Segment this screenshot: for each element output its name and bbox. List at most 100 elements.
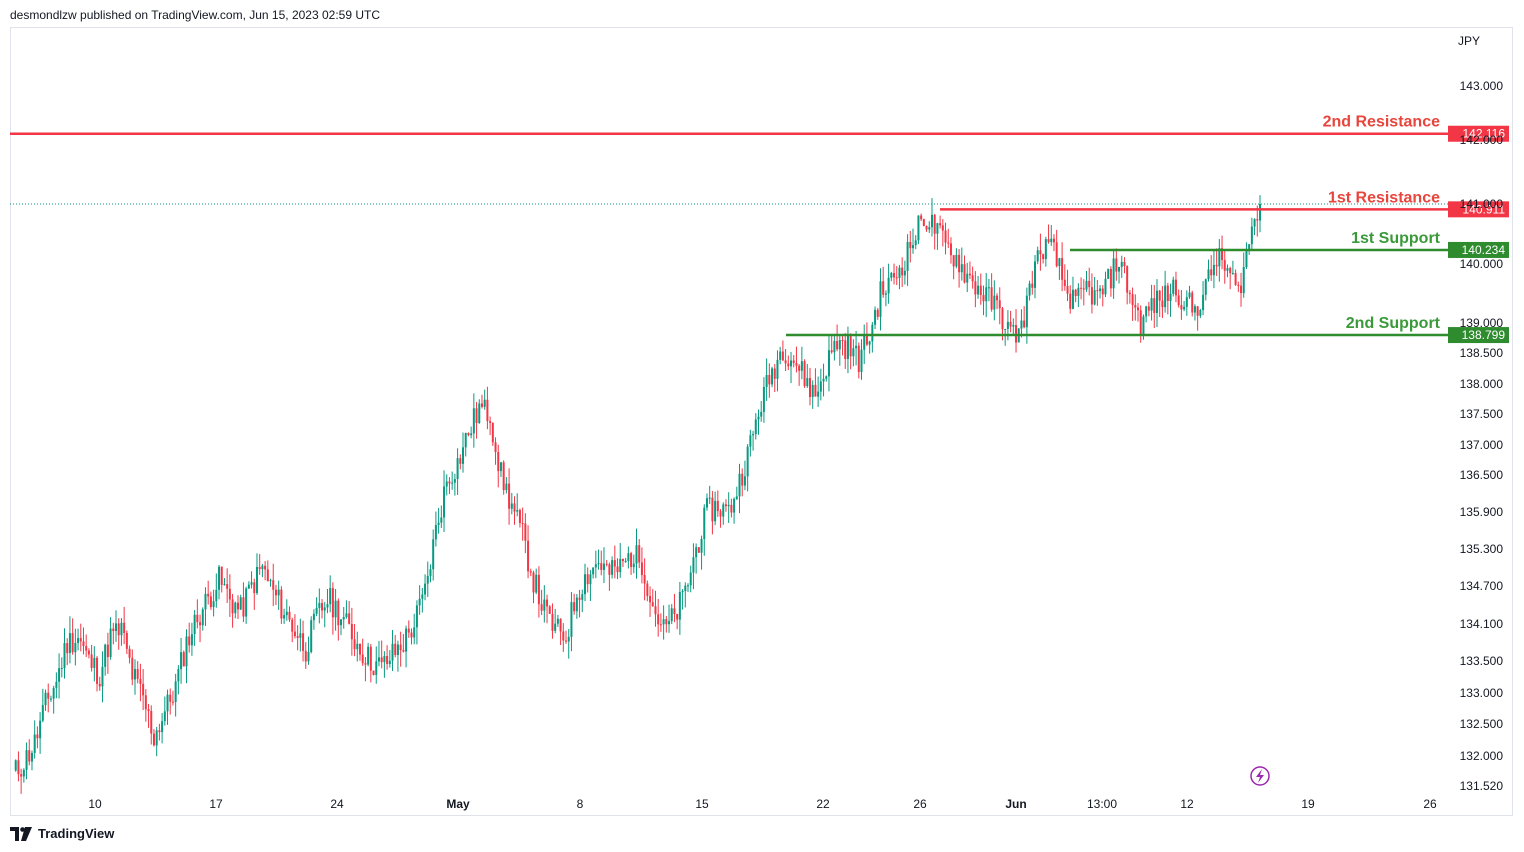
candle [1080, 277, 1083, 300]
candle [548, 605, 551, 614]
candle [936, 222, 939, 250]
candle [288, 606, 291, 622]
candle [20, 768, 23, 794]
candle [293, 614, 296, 639]
candle [502, 460, 505, 495]
candle [74, 628, 77, 666]
candle [800, 346, 803, 380]
candle [33, 720, 36, 759]
candle [678, 581, 681, 635]
candle [1004, 328, 1007, 346]
candle [743, 460, 746, 491]
candle [1229, 266, 1232, 290]
candle [367, 642, 370, 667]
candle [687, 583, 690, 593]
candle [738, 463, 741, 514]
candle [358, 643, 361, 661]
candle [811, 380, 814, 409]
candle [825, 375, 828, 382]
candle [326, 589, 329, 614]
flash-icon[interactable] [1250, 766, 1270, 786]
candle [1259, 195, 1261, 233]
candle [1223, 250, 1226, 284]
candle [87, 648, 90, 659]
price-tick-label: 137.000 [1460, 438, 1504, 452]
candle [437, 507, 440, 534]
candle [971, 266, 974, 289]
candle [1215, 248, 1218, 276]
candle [77, 628, 80, 651]
level-1st-resistance[interactable]: 1st Resistance 140.911 [940, 189, 1509, 218]
candle [1153, 285, 1156, 328]
candle [602, 547, 605, 584]
candle [1234, 269, 1237, 286]
candle [513, 496, 516, 525]
candle [394, 635, 397, 658]
candle [1050, 225, 1053, 246]
candle [158, 723, 161, 741]
candle [1015, 309, 1018, 353]
price-tick-label: 134.100 [1460, 617, 1504, 631]
candle [377, 640, 380, 667]
level-2nd-support[interactable]: 2nd Support 138.799 [786, 315, 1509, 344]
candle [684, 582, 687, 608]
candle [456, 448, 459, 495]
level-1st-support[interactable]: 1st Support 140.234 [1070, 230, 1509, 258]
candle [651, 589, 654, 607]
candle [1044, 236, 1047, 267]
candle [372, 670, 375, 676]
candle [838, 334, 841, 366]
candle [1088, 267, 1091, 296]
price-badge-label: 138.799 [1462, 328, 1506, 342]
candle [592, 567, 595, 579]
candle [497, 444, 500, 488]
candle [1063, 264, 1066, 291]
candle [516, 493, 519, 517]
candle [315, 597, 318, 617]
candle [41, 688, 44, 723]
tradingview-footer[interactable]: TradingView [10, 826, 114, 841]
candle [540, 589, 543, 616]
level-2nd-resistance[interactable]: 2nd Resistance 142.116 [10, 114, 1509, 142]
candle [302, 620, 305, 662]
level-name: 1st Resistance [1328, 189, 1440, 206]
candle [730, 498, 733, 518]
candle [849, 333, 852, 370]
candle [795, 346, 798, 373]
candle [1210, 255, 1213, 281]
candle [1082, 279, 1085, 306]
candle [1066, 269, 1069, 302]
candle [876, 307, 879, 320]
candle [209, 591, 212, 610]
candle [1109, 266, 1112, 297]
candle [611, 556, 614, 579]
candle [779, 346, 782, 365]
candle [570, 591, 573, 652]
candle [827, 335, 830, 392]
candle [947, 228, 950, 248]
candle [1193, 304, 1196, 321]
candle [131, 649, 134, 686]
candle [537, 566, 540, 618]
candle [467, 432, 470, 437]
candle [109, 617, 112, 660]
candle [1047, 224, 1050, 244]
candle [231, 593, 234, 628]
candle [917, 215, 920, 245]
candle [1250, 217, 1253, 251]
candle [860, 339, 863, 380]
candle [852, 339, 855, 367]
candle [898, 264, 901, 290]
candle [711, 491, 714, 535]
candle [952, 254, 955, 280]
candle [822, 363, 825, 397]
chart-frame[interactable] [10, 27, 1513, 816]
candle [752, 430, 755, 451]
candle [901, 257, 904, 287]
candle [356, 631, 359, 662]
candle [855, 330, 858, 366]
candle [524, 513, 527, 554]
candle [535, 568, 538, 595]
candle [627, 546, 630, 569]
